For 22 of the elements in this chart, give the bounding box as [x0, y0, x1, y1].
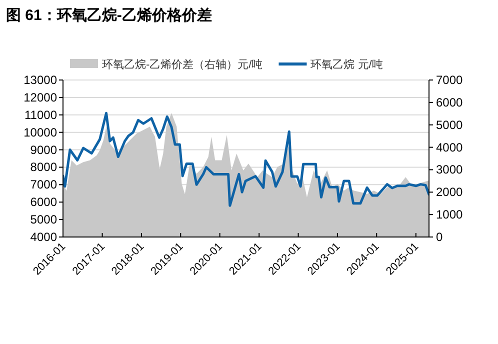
y-tick-label: 4000: [30, 230, 58, 244]
y-tick-label: 5000: [30, 212, 58, 227]
y2-tick-label: 5000: [436, 118, 464, 132]
y2-tick-label: 4000: [436, 140, 464, 154]
y2-tick-label: 2000: [436, 185, 464, 200]
legend-label: 环氧乙烷 元/吨: [310, 58, 383, 71]
y-tick-label: 6000: [30, 195, 58, 210]
y-tick-label: 13000: [24, 73, 58, 87]
y-tick-label: 12000: [24, 90, 58, 104]
y-tick-label: 8000: [30, 160, 58, 174]
y-tick-label: 10000: [24, 125, 58, 140]
y2-tick-label: 6000: [436, 95, 464, 110]
y2-tick-label: 1000: [436, 208, 464, 222]
line-series: [63, 112, 429, 207]
y-tick-label: 9000: [30, 142, 58, 157]
y-tick-label: 7000: [30, 178, 58, 192]
chart-title: 图 61：环氧乙烷-乙烯价格价差: [6, 7, 212, 24]
y2-tick-label: 3000: [436, 162, 464, 177]
y2-tick-label: 0: [436, 230, 443, 244]
legend-label: 环氧乙烷-乙烯价差（右轴）元/吨: [102, 58, 263, 71]
y-tick-label: 11000: [24, 108, 58, 122]
y2-tick-label: 7000: [436, 73, 464, 87]
